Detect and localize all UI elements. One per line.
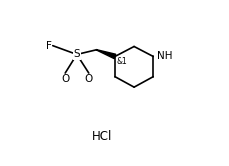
Text: S: S [73, 49, 80, 59]
Text: O: O [61, 74, 69, 84]
Text: &1: &1 [117, 57, 127, 66]
Polygon shape [96, 50, 115, 59]
Text: NH: NH [156, 51, 172, 61]
Text: F: F [45, 41, 51, 51]
Text: HCl: HCl [91, 130, 112, 143]
Text: O: O [84, 74, 93, 84]
